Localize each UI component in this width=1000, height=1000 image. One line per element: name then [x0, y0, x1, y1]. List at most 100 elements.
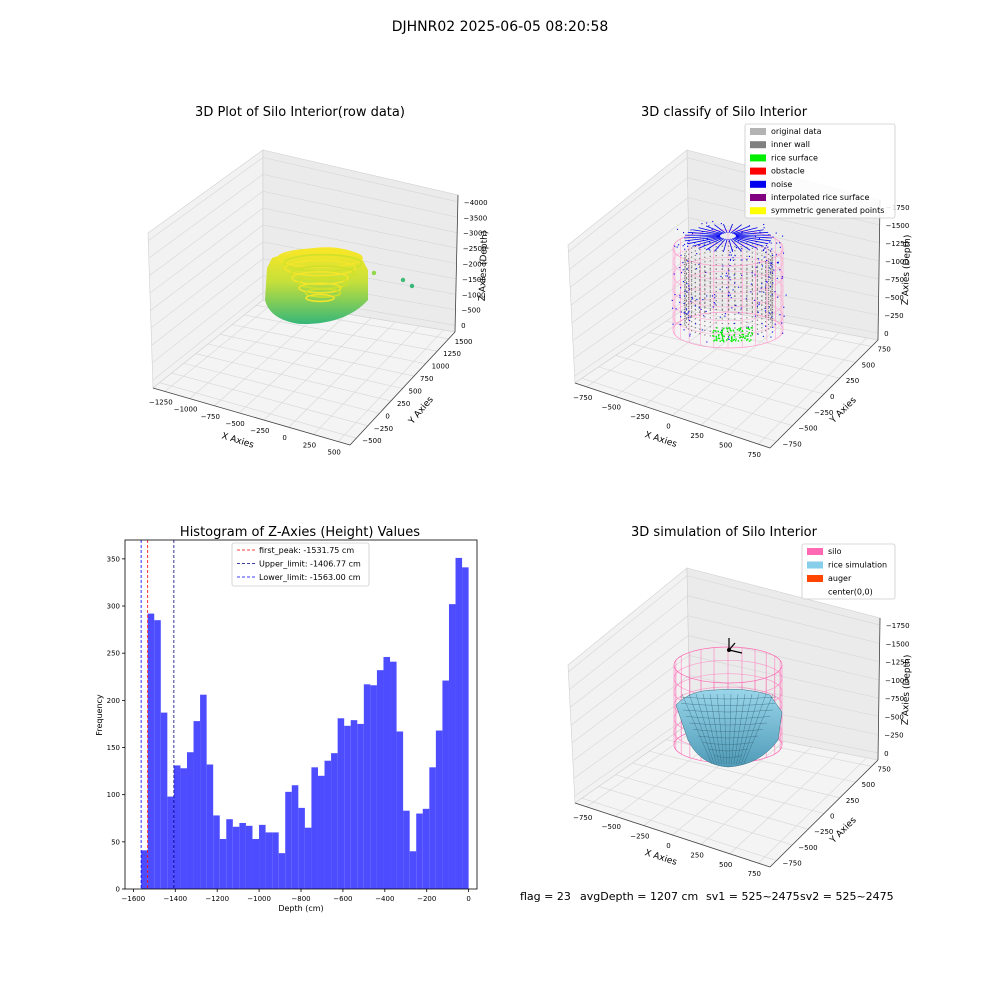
histogram-bar: [304, 827, 312, 889]
classify-legend: original data inner wall rice surface obsta…: [744, 123, 896, 219]
histogram-bar: [147, 613, 155, 889]
footer-sv2: sv2 = 525~2475: [800, 890, 894, 903]
histogram-legend: first_peak: -1531.75 cm Upper_limit: -140…: [231, 542, 370, 587]
classify-y-tick-label: −500: [798, 425, 817, 433]
simulation-z-tick-label: −1250: [885, 659, 909, 667]
classify-x-tick-label: −750: [573, 394, 592, 402]
raw-x-tick-label: −1250: [149, 398, 173, 406]
classify-x-tick-label: 500: [719, 442, 732, 450]
classify-z-tick-label: −1250: [885, 240, 909, 248]
histogram-y-tick-label: 100: [107, 791, 120, 799]
histogram-bar: [239, 822, 246, 889]
raw-z-tick-label: −500: [461, 307, 480, 315]
histogram-title: Histogram of Z-Axies (Height) Values: [180, 525, 420, 540]
histogram-bar: [232, 826, 240, 889]
raw-outlier-point: [371, 270, 377, 276]
histogram-bar: [396, 731, 404, 889]
simulation-y-tick-label: 0: [830, 813, 834, 821]
histogram-bar: [317, 775, 325, 889]
simulation-legend-label: silo: [828, 547, 842, 556]
raw-x-tick-label: 500: [327, 449, 340, 457]
classify-rice-surface-points: [712, 327, 754, 343]
histogram-bar: [455, 557, 463, 889]
figure-title: DJHNR02 2025-06-05 08:20:58: [392, 19, 609, 35]
simulation-rice-surface: [675, 688, 783, 768]
classify-legend-swatch: [750, 180, 766, 188]
classify-y-tick-label: 750: [878, 345, 891, 353]
classify-z-tick-label: −750: [885, 276, 904, 284]
histogram-bar: [219, 839, 227, 889]
histogram-y-tick-label: 150: [107, 744, 120, 752]
raw-z-tick-label: −1500: [462, 276, 486, 284]
simulation-z-tick-label: 0: [884, 750, 888, 758]
status-footer: flag = 23 avgDepth = 1207 cm sv1 = 525~2…: [520, 890, 894, 903]
histogram-bar: [442, 680, 449, 889]
histogram-y-tick-label: 250: [107, 650, 120, 658]
raw-y-tick-label: 500: [409, 388, 422, 396]
histogram-bar: [173, 765, 181, 889]
histogram-bar: [252, 839, 260, 889]
histogram-bar: [226, 819, 233, 889]
raw-z-tick-label: −3500: [464, 214, 488, 222]
classify-legend-label: interpolated rice surface: [771, 193, 869, 202]
simulation-y-tick-label: −500: [798, 844, 817, 852]
classify-legend-label: noise: [771, 180, 792, 189]
histogram-bar: [324, 760, 332, 889]
simulation-z-tick-label: −1000: [885, 677, 909, 685]
histogram-bar: [416, 813, 423, 889]
histogram-bars: [141, 557, 469, 889]
simulation-z-axis-label: Z Axies (Depth): [901, 655, 913, 726]
simulation-legend-label: center(0,0): [828, 588, 873, 597]
histogram-bar: [462, 567, 469, 889]
raw-z-axis-label: Z Axies (Depth): [478, 231, 490, 302]
simulation-y-tick-label: −250: [814, 828, 833, 836]
classify-x-tick-label: −250: [630, 413, 649, 421]
simulation-z-tick-label: −500: [885, 713, 904, 721]
raw-x-tick-label: 0: [282, 434, 286, 442]
histogram-legend-label: Upper_limit: -1406.77 cm: [259, 560, 361, 569]
classify-x-tick-label: 0: [666, 423, 670, 431]
histogram-y-tick-label: 350: [107, 555, 120, 563]
histogram-bar: [278, 853, 286, 889]
histogram-bar: [272, 832, 279, 889]
histogram-vlines: [140, 540, 175, 889]
raw-outlier-point: [409, 283, 415, 289]
raw-x-tick-label: −250: [250, 427, 269, 435]
classify-legend-label: symmetric generated points: [771, 206, 884, 215]
classify-legend-swatch: [750, 207, 766, 215]
raw-z-tick-label: −2000: [463, 261, 487, 269]
simulation-y-tick-label: 750: [878, 765, 891, 773]
simulation-legend-swatch: [807, 575, 823, 582]
histogram-x-tick-label: −400: [375, 895, 394, 903]
histogram-y-tick-label: 50: [111, 838, 120, 846]
simulation-x-tick-label: 0: [666, 842, 670, 850]
histogram-x-axis-label: Depth (cm): [278, 904, 323, 913]
raw-z-tick-label: −3000: [463, 230, 487, 238]
classify-x-axis-label: X Axies: [643, 430, 678, 450]
histogram-bar: [429, 767, 436, 889]
histogram-x-tick-label: −1400: [163, 895, 187, 903]
histogram-bar: [285, 791, 292, 889]
classify-legend-swatch: [750, 141, 766, 149]
classify-legend-label: obstacle: [771, 167, 805, 176]
histogram-legend-label: Lower_limit: -1563.00 cm: [259, 573, 361, 582]
raw-y-tick-label: 1250: [443, 350, 461, 358]
histogram-bar: [259, 824, 266, 889]
histogram-bar: [448, 604, 456, 889]
histogram-bar: [213, 815, 220, 889]
histogram-bar: [298, 807, 305, 889]
raw-y-axis-label: Y Axies: [407, 395, 436, 427]
histogram-bar: [186, 752, 194, 889]
histogram-y-axis-label: Frequency: [95, 694, 104, 736]
histogram-bar: [370, 685, 377, 889]
raw-y-tick-label: 1000: [432, 363, 450, 371]
simulation-x-tick-label: 250: [690, 851, 703, 859]
raw-z-tick-label: −1000: [462, 291, 486, 299]
histogram-bar: [337, 718, 345, 889]
raw-x-tick-label: 250: [303, 441, 316, 449]
simulation-x-tick-label: 750: [748, 870, 761, 878]
simulation-legend-label: rice simulation: [828, 561, 887, 570]
simulation-axis-ticks: −750−500−2500250500750−750−500−250025050…: [573, 622, 910, 878]
raw-gridlines: [148, 157, 458, 442]
simulation-x-tick-label: −750: [573, 814, 592, 822]
